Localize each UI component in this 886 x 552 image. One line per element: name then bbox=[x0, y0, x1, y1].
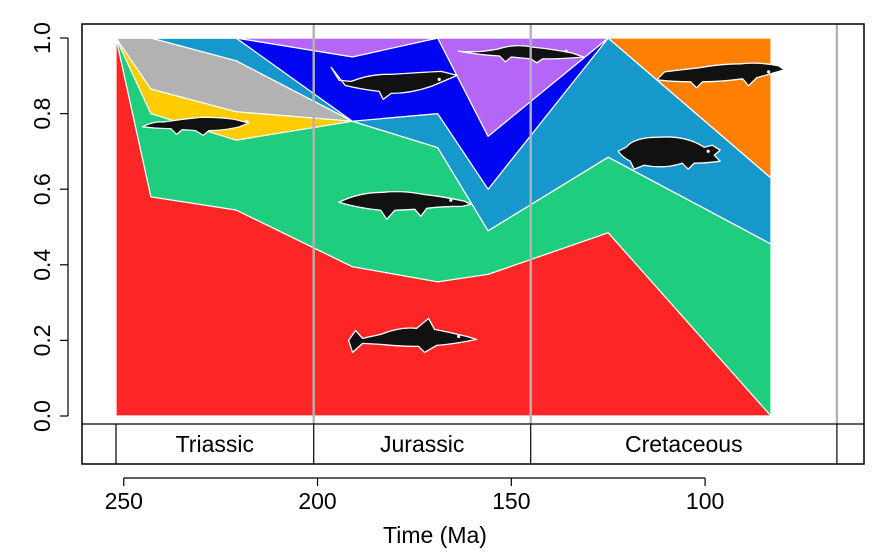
area-mosasaurs bbox=[115, 37, 772, 179]
x-axis-label: Time (Ma) bbox=[383, 522, 487, 548]
period-label-cretaceous: Cretaceous bbox=[625, 431, 743, 457]
x-tick-label: 200 bbox=[298, 488, 336, 514]
taxon-silhouettes bbox=[141, 44, 786, 354]
mosasaur-silhouette-icon bbox=[655, 62, 786, 89]
y-tick-label: 0.4 bbox=[29, 249, 55, 281]
y-tick-label: 0.0 bbox=[29, 400, 55, 432]
y-tick-label: 0.6 bbox=[29, 173, 55, 205]
ichthyosaur-large-silhouette-icon bbox=[330, 66, 458, 101]
plot-frame bbox=[81, 23, 865, 465]
y-axis: 0.0 0.2 0.4 0.6 0.8 1.0 bbox=[29, 22, 69, 432]
thalattosaur-silhouette-icon bbox=[141, 116, 250, 136]
y-tick-label: 1.0 bbox=[29, 22, 55, 54]
period-label-jurassic: Jurassic bbox=[380, 431, 464, 457]
stacked-areas bbox=[115, 37, 772, 417]
period-label-triassic: Triassic bbox=[176, 431, 254, 457]
turtle-silhouette-icon bbox=[617, 136, 721, 170]
y-tick-label: 0.2 bbox=[29, 324, 55, 356]
ichthyosaur-silhouette-icon bbox=[347, 317, 478, 354]
x-axis: 250 200 150 100 bbox=[105, 477, 724, 514]
y-tick-label: 0.8 bbox=[29, 98, 55, 130]
x-tick-label: 100 bbox=[686, 488, 724, 514]
plesiosaur-silhouette-icon bbox=[338, 190, 472, 220]
x-tick-label: 150 bbox=[492, 488, 530, 514]
x-tick-label: 250 bbox=[105, 488, 143, 514]
period-boundary-lines bbox=[312, 24, 839, 424]
crocodile-silhouette-icon bbox=[457, 44, 585, 64]
period-labels: Triassic Jurassic Cretaceous bbox=[115, 424, 838, 464]
